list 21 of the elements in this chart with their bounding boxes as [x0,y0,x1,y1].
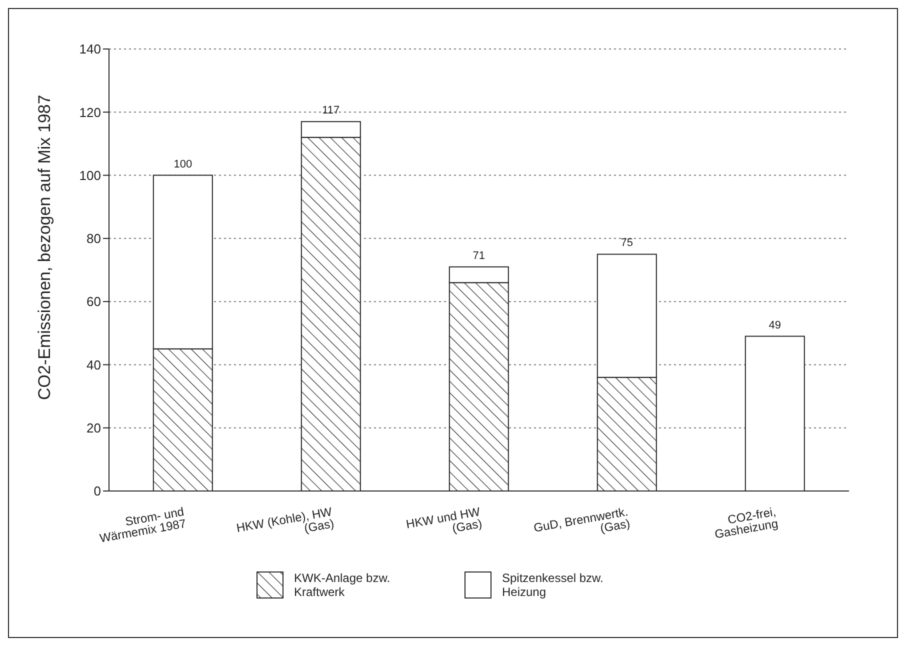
y-tick-label: 60 [86,294,101,310]
total-label: 49 [768,319,782,332]
y-tick-label: 0 [94,484,101,499]
y-tick-label: 100 [79,168,101,183]
total-label: 100 [174,158,192,170]
x-tick-label: CO2-frei, Gasheizung [714,504,780,542]
y-tick-label: 140 [79,42,101,57]
x-tick-label: HKW und HW (Gas) [405,504,484,536]
y-tick-label: 120 [79,104,101,120]
legend-label: KWK-Anlage bzw. Kraftwerk [294,571,392,599]
x-tick-label: HKW (Kohle), HW (Gas) [235,504,336,536]
y-tick-label: 80 [86,231,101,246]
y-axis-title: CO2-Emissionen, bezogen auf Mix 1987 [35,94,54,400]
x-tick-label: GuD, Brennwertk. (Gas) [532,504,632,536]
total-label: 117 [322,104,340,117]
y-tick-label: 20 [86,420,101,436]
total-label: 75 [620,237,634,250]
x-tick-label: Strom- und Wärmemix 1987 [98,504,188,546]
legend-label: Spitzenkessel bzw. Heizung [502,571,604,599]
total-label: 71 [472,250,486,262]
y-tick-label: 40 [86,357,101,372]
